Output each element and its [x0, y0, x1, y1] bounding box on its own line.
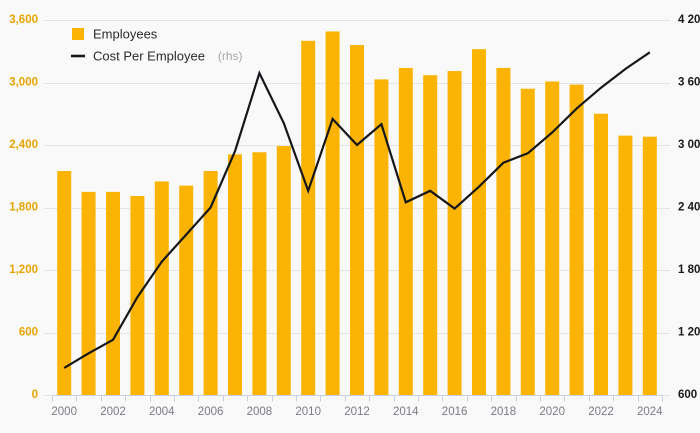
x-axis-tick-label: 2018 — [491, 406, 517, 418]
bar — [106, 191, 120, 396]
x-axis-tick-label: 2012 — [344, 406, 370, 418]
legend-item-label: Employees — [93, 26, 158, 41]
bar — [423, 75, 438, 396]
bar — [545, 81, 560, 396]
bar — [81, 191, 96, 396]
bar — [472, 49, 486, 396]
legend-item[interactable]: Employees — [72, 26, 158, 41]
bar — [398, 67, 413, 396]
bar — [276, 146, 291, 395]
left-axis-tickmarks — [44, 20, 52, 396]
x-axis-tick-label: 2014 — [393, 406, 419, 418]
right-axis-tick-label: 4 200 — [678, 14, 700, 26]
left-axis-tick-label: 3,000 — [9, 77, 38, 89]
x-axis-tick-label: 2020 — [539, 406, 565, 418]
right-axis-labels: 600 1 200 1 800 2 400 3 000 3 600 4 200 — [678, 14, 700, 401]
left-axis-tick-label: 0 — [32, 389, 38, 401]
right-axis-tick-label: 1 200 — [678, 327, 700, 339]
right-axis-tick-label: 1 800 — [678, 264, 700, 276]
x-axis — [52, 395, 663, 402]
bar — [203, 171, 218, 395]
chart-legend: Employees Cost Per Employee (rhs) — [71, 26, 243, 63]
left-axis-tick-label: 1,200 — [9, 264, 38, 276]
right-axis-tickmarks — [662, 20, 670, 396]
bar — [642, 136, 657, 396]
x-axis-tick-label: 2024 — [637, 406, 663, 418]
right-axis-tick-label: 2 400 — [678, 202, 700, 214]
x-axis-tick-label: 2022 — [588, 406, 614, 418]
bar — [594, 113, 608, 395]
x-axis-tick-label: 2016 — [442, 406, 468, 418]
left-axis-tick-label: 1,800 — [9, 202, 38, 214]
bar — [496, 67, 511, 396]
left-axis-tick-label: 3,600 — [9, 14, 38, 26]
x-axis-labels: 2000 2002 2004 2006 2008 2010 2012 2014 2016 2018… — [51, 406, 663, 418]
line-series-cost-per-employee — [63, 51, 651, 369]
bar — [252, 152, 267, 395]
cost-per-employee-line — [63, 51, 651, 369]
legend-item-label: Cost Per Employee — [93, 48, 205, 63]
x-axis-tick-label: 2000 — [51, 406, 77, 418]
left-axis-tick-label: 2,400 — [9, 139, 38, 151]
x-axis-tick-label: 2004 — [149, 406, 175, 418]
x-axis-tick-label: 2010 — [295, 406, 321, 418]
x-axis-tick-label: 2002 — [100, 406, 126, 418]
bar — [179, 185, 194, 396]
bar — [569, 84, 584, 395]
bar — [228, 154, 242, 395]
bar — [520, 88, 535, 395]
legend-item-axis-note: (rhs) — [218, 49, 243, 63]
right-axis-tick-label: 600 — [678, 389, 697, 401]
legend-item[interactable]: Cost Per Employee (rhs) — [71, 48, 243, 63]
bar — [618, 135, 633, 396]
bar — [154, 181, 169, 395]
bar — [447, 71, 462, 395]
x-axis-tick-label: 2006 — [198, 406, 224, 418]
bar-series-employees — [57, 31, 657, 396]
right-axis-tick-label: 3 600 — [678, 77, 700, 89]
bar — [301, 40, 316, 395]
square-swatch-icon — [72, 28, 84, 40]
left-axis-tick-label: 600 — [19, 327, 38, 339]
bar — [325, 31, 340, 396]
bar — [57, 171, 72, 395]
left-axis-labels: 0 600 1,200 1,800 2,400 3,000 3,600 — [9, 14, 38, 401]
right-axis-tick-label: 3 000 — [678, 139, 700, 151]
x-axis-tick-label: 2008 — [247, 406, 273, 418]
bar — [374, 79, 389, 396]
bar — [350, 45, 364, 395]
